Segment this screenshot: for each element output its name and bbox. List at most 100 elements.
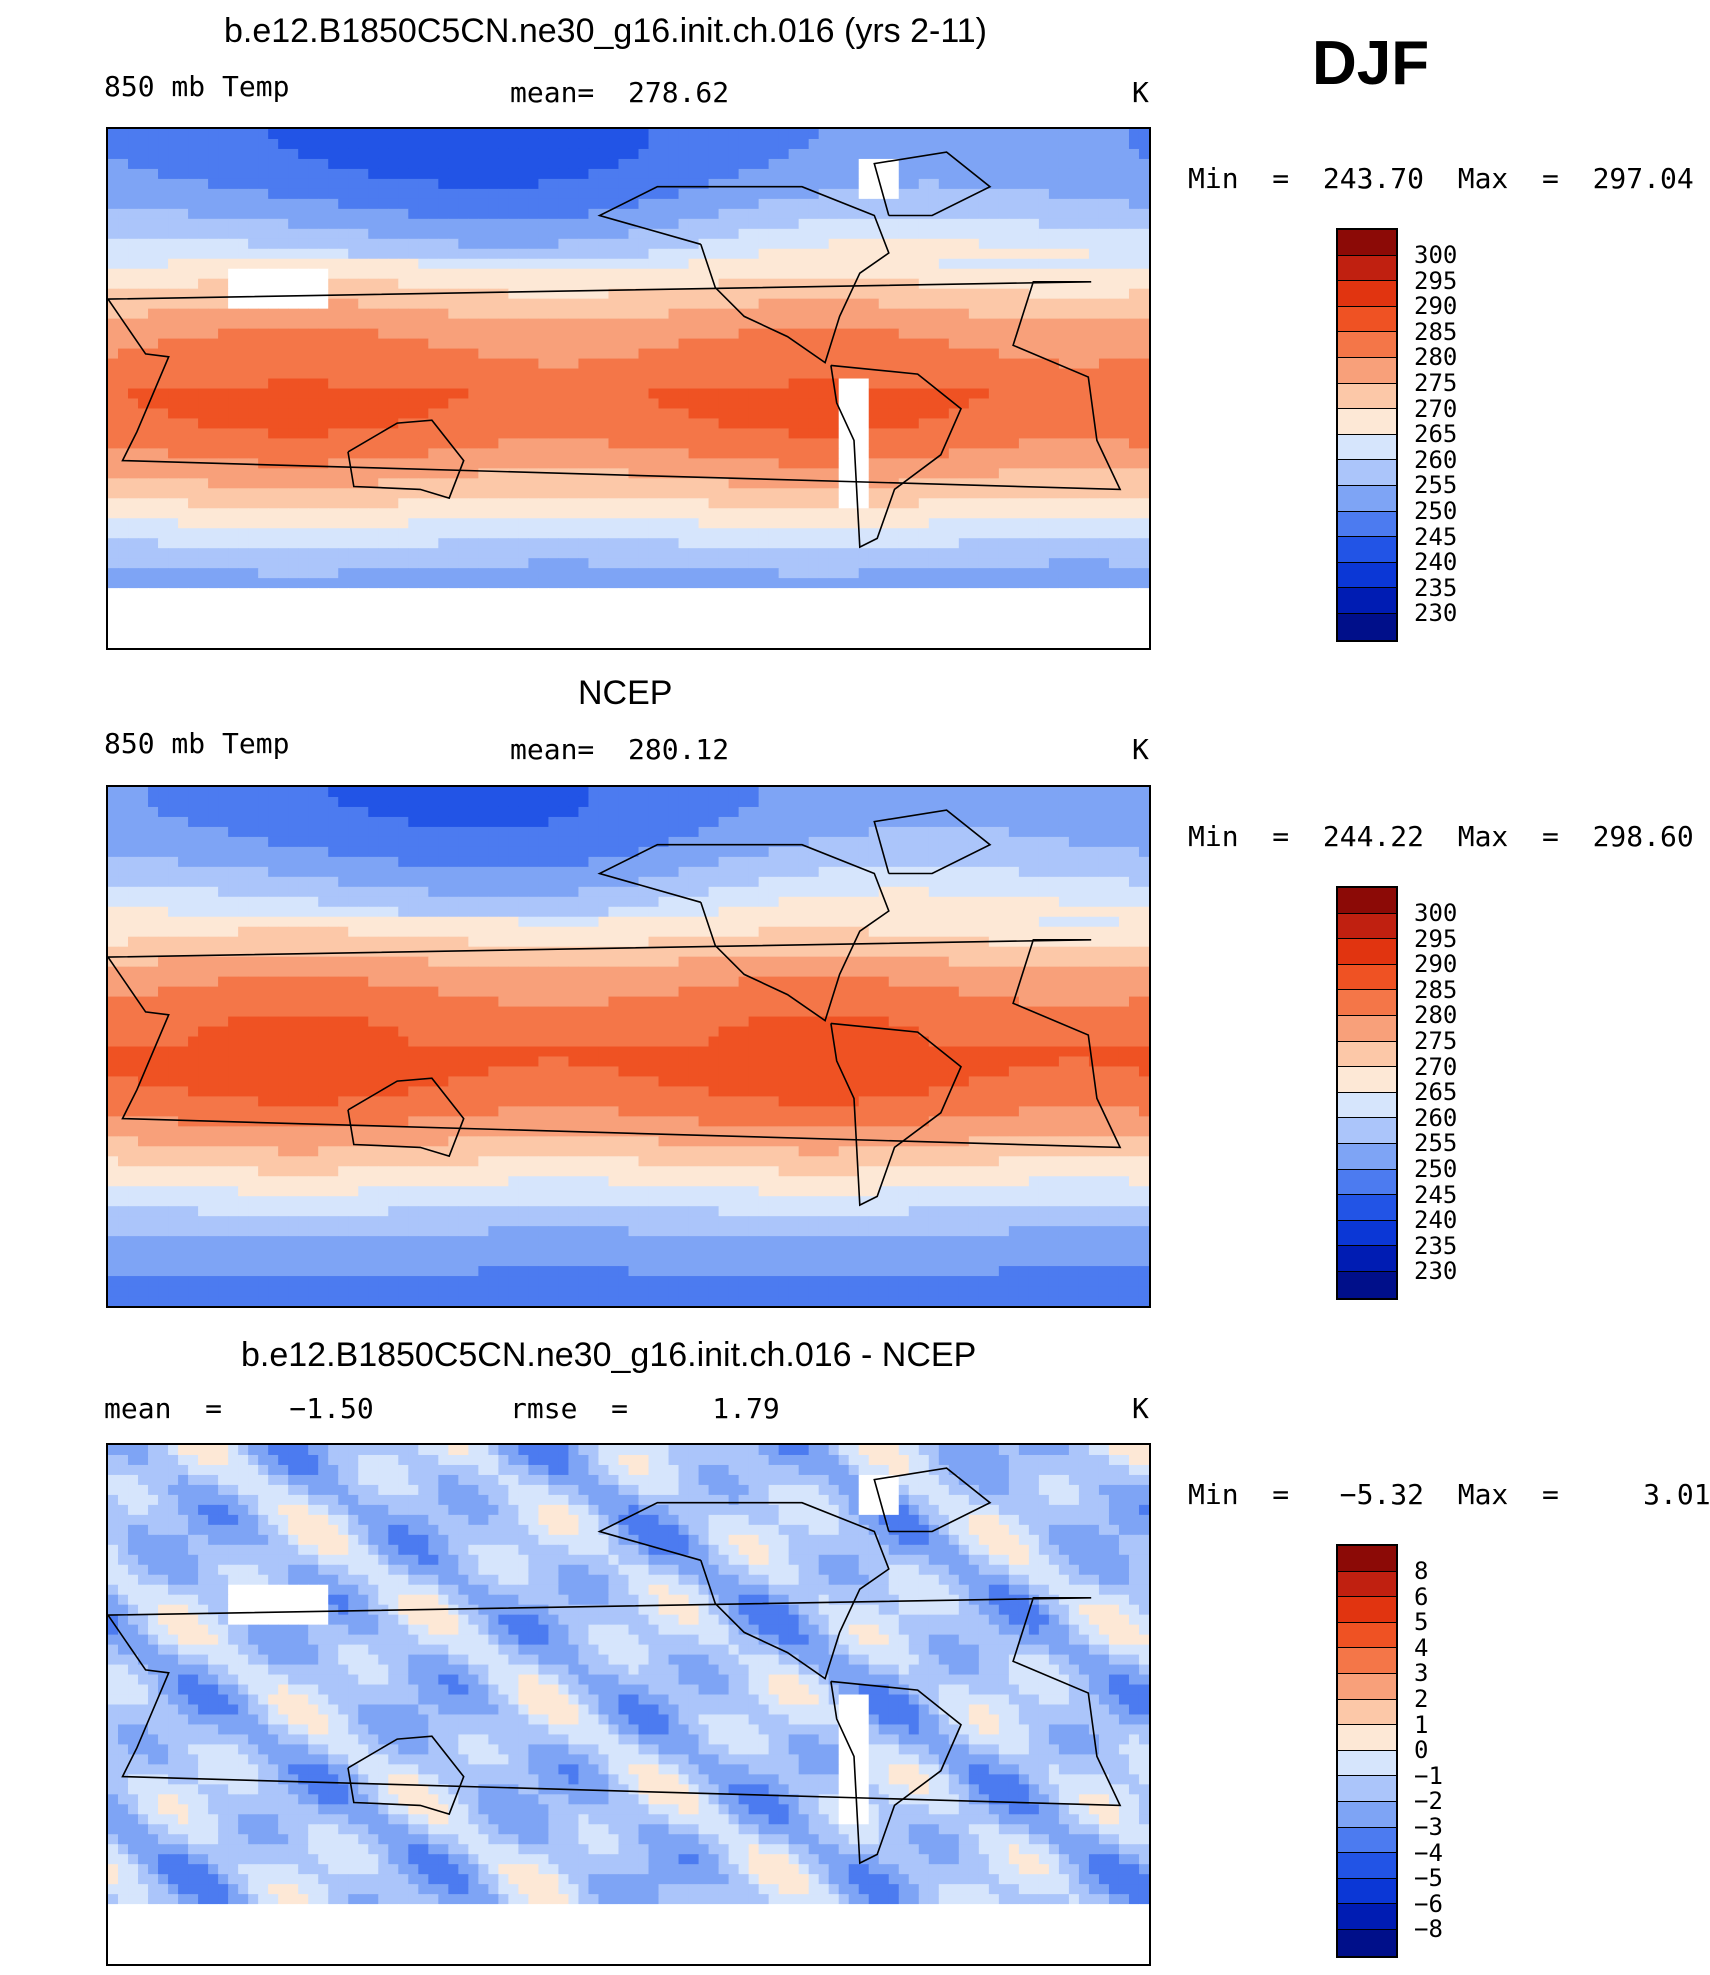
field-cell: [1058, 558, 1070, 569]
field-cell: [428, 418, 439, 430]
field-cell: [478, 368, 489, 380]
field-cell: [1048, 478, 1060, 489]
field-cell: [108, 198, 119, 210]
field-cell: [1088, 238, 1100, 250]
field-cell: [658, 368, 670, 380]
field-cell: [648, 418, 660, 430]
field-cell: [288, 308, 299, 320]
field-cell: [768, 258, 780, 270]
field-cell: [638, 308, 650, 320]
field-cell: [738, 458, 750, 469]
field-cell: [508, 528, 519, 539]
field-cell: [1078, 378, 1090, 390]
field-cell: [448, 228, 459, 240]
field-cell: [508, 278, 519, 290]
field-cell: [888, 138, 900, 150]
field-cell: [958, 398, 970, 410]
field-cell: [928, 428, 940, 439]
field-cell: [108, 448, 119, 459]
field-cell: [828, 348, 840, 360]
field-cell: [198, 448, 209, 459]
field-cell: [248, 478, 259, 489]
field-cell: [938, 448, 950, 459]
field-cell: [1068, 238, 1080, 250]
field-cell: [738, 308, 750, 320]
field-cell: [628, 298, 640, 310]
field-cell: [778, 168, 790, 180]
field-cell: [368, 328, 379, 340]
field-cell: [1098, 398, 1110, 410]
field-cell: [508, 468, 519, 479]
field-cell: [238, 488, 249, 499]
field-cell: [1088, 448, 1100, 459]
field-cell: [248, 188, 259, 200]
field-cell: [138, 198, 149, 210]
field-cell: [118, 358, 129, 370]
field-cell: [618, 388, 630, 400]
field-cell: [1008, 538, 1020, 549]
field-cell: [748, 418, 760, 430]
field-cell: [868, 508, 880, 519]
field-cell: [488, 588, 499, 599]
field-cell: [708, 448, 720, 459]
field-cell: [558, 198, 570, 210]
field-cell: [508, 198, 519, 210]
field-cell: [748, 268, 760, 280]
field-cell: [788, 408, 800, 420]
field-cell: [378, 208, 389, 220]
field-cell: [228, 408, 239, 420]
field-cell: [1018, 308, 1030, 320]
field-cell: [938, 438, 950, 449]
field-cell: [338, 538, 349, 549]
field-cell: [458, 308, 469, 320]
field-cell: [1108, 228, 1120, 240]
field-cell: [998, 129, 1010, 140]
field-cell: [988, 488, 1000, 499]
field-cell: [208, 148, 219, 160]
field-cell: [418, 278, 429, 290]
field-cell: [1028, 308, 1040, 320]
field-cell: [1088, 148, 1100, 160]
field-cell: [368, 298, 379, 310]
field-cell: [1018, 378, 1030, 390]
field-cell: [938, 468, 950, 479]
field-cell: [878, 458, 890, 469]
field-cell: [148, 398, 159, 410]
field-cell: [908, 528, 920, 539]
field-cell: [948, 168, 960, 180]
field-cell: [878, 538, 890, 549]
field-cell: [588, 258, 600, 270]
field-cell: [338, 518, 349, 529]
field-cell: [838, 468, 850, 479]
field-cell: [338, 208, 349, 220]
field-cell: [758, 458, 770, 469]
field-cell: [458, 348, 469, 360]
field-cell: [658, 248, 670, 260]
field-cell: [308, 488, 319, 499]
field-cell: [188, 168, 199, 180]
field-cell: [258, 148, 269, 160]
field-cell: [698, 508, 710, 519]
field-cell: [518, 168, 529, 180]
field-cell: [1048, 388, 1060, 400]
field-cell: [1138, 198, 1149, 210]
field-cell: [258, 368, 269, 380]
field-cell: [438, 138, 449, 150]
field-cell: [248, 528, 259, 539]
field-cell: [928, 358, 940, 370]
field-cell: [1058, 318, 1070, 330]
field-cell: [178, 398, 189, 410]
field-cell: [868, 478, 880, 489]
field-cell: [678, 318, 690, 330]
panel1-map-field: [108, 129, 1149, 648]
field-cell: [968, 488, 980, 499]
field-cell: [158, 228, 169, 240]
field-cell: [168, 218, 179, 230]
field-cell: [998, 258, 1010, 270]
field-cell: [958, 378, 970, 390]
field-cell: [288, 398, 299, 410]
field-cell: [358, 468, 369, 479]
field-cell: [418, 538, 429, 549]
field-cell: [378, 428, 389, 439]
field-cell: [328, 488, 339, 499]
